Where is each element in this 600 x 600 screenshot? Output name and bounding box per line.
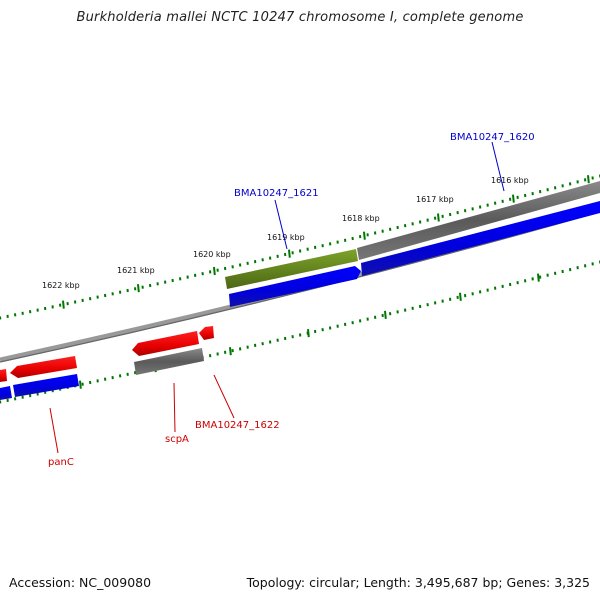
cds-feature-scpA[interactable]: [132, 331, 199, 356]
gene-label-panc[interactable]: panC: [48, 457, 74, 468]
topology-summary: Topology: circular; Length: 3,495,687 bp…: [246, 575, 590, 590]
scale-label: 1622 kbp: [42, 281, 80, 290]
cds-feature-1620[interactable]: [361, 201, 600, 276]
gene-feature-left-blue[interactable]: [0, 386, 12, 400]
cds-feature-panC[interactable]: [10, 356, 77, 378]
scale-label: 1618 kbp: [342, 214, 380, 223]
scale-label: 1616 kbp: [491, 176, 529, 185]
gene-label-scpa[interactable]: scpA: [165, 434, 189, 445]
major-tick: [363, 231, 366, 240]
scale-labels: 1616 kbp 1617 kbp 1618 kbp 1619 kbp 1620…: [42, 176, 529, 290]
major-tick: [79, 380, 82, 389]
outer-tick-track: [0, 174, 600, 320]
major-tick: [459, 292, 462, 301]
cds-feature-left-red[interactable]: [0, 369, 7, 382]
scale-label: 1619 kbp: [267, 233, 305, 242]
gene-feature-scpA[interactable]: [134, 348, 204, 375]
major-tick: [537, 273, 540, 282]
major-tick: [384, 310, 387, 319]
accession-text: Accession: NC_009080: [9, 575, 152, 590]
scale-label: 1621 kbp: [117, 266, 155, 275]
scale-label: 1617 kbp: [416, 195, 454, 204]
major-tick: [587, 175, 590, 184]
gene-labels: BMA10247_1620 BMA10247_1621 BMA10247_162…: [48, 132, 535, 468]
gene-feature-panC[interactable]: [13, 374, 79, 397]
cds-feature-1622[interactable]: [199, 326, 214, 340]
map-title: Burkholderia mallei NCTC 10247 chromosom…: [76, 10, 524, 25]
major-tick: [307, 329, 310, 338]
major-tick: [229, 347, 232, 356]
major-tick: [137, 284, 140, 293]
major-tick: [62, 300, 65, 309]
major-tick: [213, 266, 216, 276]
major-tick: [437, 213, 440, 222]
gene-feature-1620[interactable]: [357, 181, 600, 260]
major-tick: [512, 194, 515, 203]
gene-label-bma10247-1621[interactable]: BMA10247_1621: [234, 188, 319, 199]
gene-label-bma10247-1622[interactable]: BMA10247_1622: [195, 420, 280, 431]
major-tick: [288, 249, 291, 258]
scale-label: 1620 kbp: [193, 250, 231, 259]
label-leaders: [49, 141, 505, 454]
cds-feature-1621[interactable]: [229, 266, 361, 307]
gene-feature-1621[interactable]: [225, 249, 358, 289]
gene-label-bma10247-1620[interactable]: BMA10247_1620: [450, 132, 535, 143]
